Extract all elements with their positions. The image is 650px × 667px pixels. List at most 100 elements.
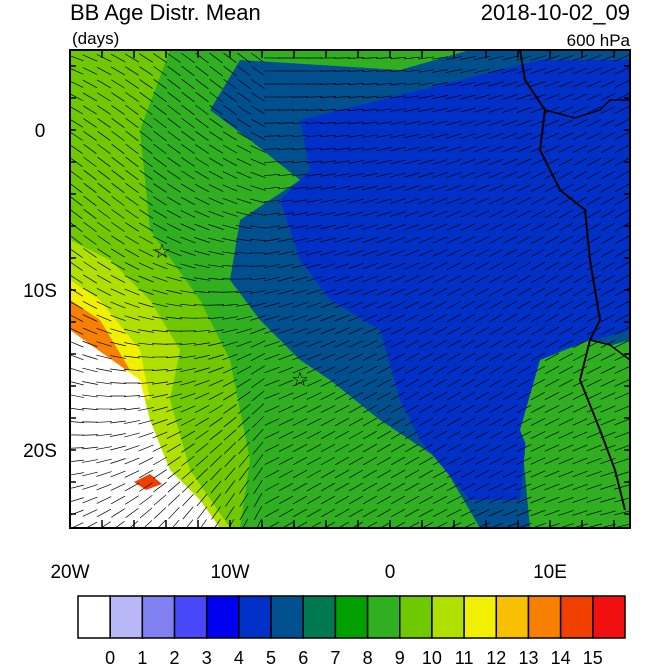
wind-barb (446, 236, 462, 244)
wind-barb (516, 145, 532, 153)
wind-barb (460, 197, 476, 205)
wind-barb (82, 79, 98, 89)
wind-barb (250, 277, 266, 281)
wind-barb (530, 444, 546, 452)
wind-barb (292, 289, 308, 295)
wind-barb (334, 186, 350, 190)
wind-barb (96, 314, 112, 322)
wind-barb (208, 237, 224, 243)
wind-barb (600, 287, 616, 297)
wind-barb (432, 262, 448, 270)
wind-barb (277, 109, 295, 111)
colorbar-label: 0 (105, 648, 115, 667)
wind-barb (418, 56, 434, 60)
wind-barb (544, 184, 560, 192)
wind-barb (334, 134, 350, 138)
wind-barb (348, 224, 364, 230)
wind-barb (320, 430, 336, 440)
wind-barb (490, 522, 504, 528)
wind-barb (124, 355, 140, 359)
wind-barb (530, 197, 546, 205)
wind-barb (96, 496, 112, 504)
wind-barb (614, 222, 630, 232)
wind-barb (376, 121, 392, 125)
wind-barb (474, 171, 490, 179)
wind-barb (404, 108, 420, 112)
wind-barb (138, 407, 154, 411)
wind-barb (278, 212, 294, 216)
wind-barb (404, 95, 420, 99)
wind-barb (488, 457, 504, 465)
wind-barb (558, 510, 574, 516)
wind-barb (82, 367, 98, 373)
wind-barb (544, 68, 560, 74)
wind-barb (306, 469, 322, 479)
wind-barb (614, 405, 630, 413)
wind-barb (586, 54, 602, 62)
wind-barb (195, 430, 209, 440)
colorbar-box (399, 595, 433, 639)
colorbar-label: 11 (455, 648, 474, 667)
wind-barb (237, 105, 251, 115)
wind-barb (139, 183, 153, 193)
wind-barb (264, 418, 280, 426)
border (544, 99, 630, 119)
wind-barb (362, 237, 378, 243)
wind-barb (572, 287, 588, 297)
wind-barb (348, 469, 364, 479)
wind-barb (572, 326, 588, 336)
wind-barb (460, 391, 476, 401)
wind-barb (278, 250, 294, 256)
wind-barb (70, 274, 83, 284)
wind-barb (558, 80, 574, 88)
wind-barb (180, 367, 196, 373)
wind-barb (306, 147, 322, 151)
wind-barb (600, 183, 616, 193)
wind-barb (418, 185, 434, 191)
wind-barb (348, 263, 364, 269)
wind-barb (544, 274, 560, 284)
wind-barb (404, 121, 420, 125)
wind-barb (291, 122, 309, 124)
colorbar-label: 7 (330, 648, 340, 667)
lon-label: 20W (50, 562, 89, 583)
wind-barb (114, 521, 125, 528)
wind-barb (278, 263, 294, 269)
wind-barb (474, 223, 490, 231)
wind-barb (292, 212, 308, 216)
wind-barb (600, 119, 616, 127)
lon-label: 10E (533, 562, 567, 583)
wind-barb (600, 392, 616, 400)
wind-barb (292, 173, 308, 177)
wind-barb (334, 250, 350, 256)
wind-barb (278, 431, 294, 439)
wind-barb (558, 171, 574, 179)
wind-barb (334, 404, 350, 414)
wind-barb (488, 300, 504, 310)
wind-barb (152, 302, 168, 308)
wind-barb (96, 368, 112, 372)
wind-barb (516, 184, 532, 192)
wind-barb (558, 457, 574, 465)
wind-barb (70, 222, 83, 233)
wind-barb (152, 394, 168, 398)
wind-barb (418, 326, 434, 336)
wind-barb (530, 171, 546, 179)
wind-barb (390, 378, 406, 388)
wind-barb (474, 133, 490, 139)
wind-barb (111, 130, 125, 142)
wind-barb (348, 237, 364, 243)
wind-barb (334, 392, 350, 400)
wind-barb (586, 339, 602, 349)
wind-barb (348, 340, 364, 348)
wind-barb (460, 287, 476, 297)
wind-barb (502, 158, 518, 166)
wind-barb (291, 135, 309, 137)
wind-barb (250, 158, 266, 166)
wind-barb (600, 209, 616, 219)
wind-barb (390, 262, 406, 270)
wind-barb (223, 105, 237, 115)
wind-barb (362, 378, 378, 388)
wind-barb (446, 159, 462, 165)
wind-barb (139, 143, 153, 155)
